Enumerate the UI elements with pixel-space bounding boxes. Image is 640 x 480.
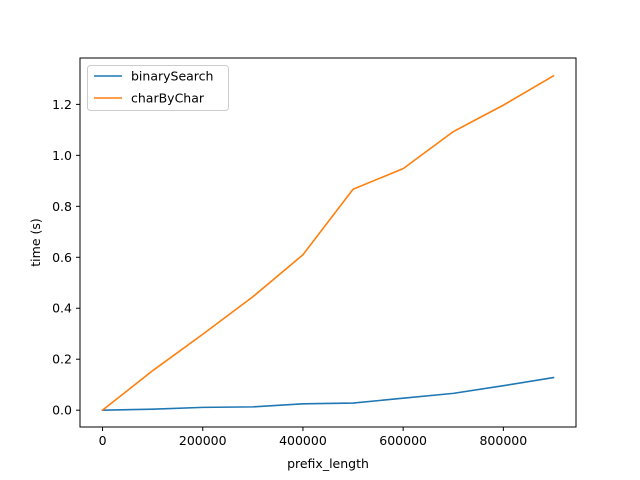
y-tick-label: 0.6 <box>52 250 72 265</box>
legend-label: binarySearch <box>131 69 213 84</box>
y-tick-label: 1.0 <box>52 148 72 163</box>
x-tick-label: 200000 <box>179 433 227 448</box>
plot-layer <box>101 74 555 412</box>
series-line-binarySearch <box>101 376 555 411</box>
y-tick-label: 0.0 <box>52 403 72 418</box>
x-tick-label: 400000 <box>279 433 327 448</box>
x-tick-label: 800000 <box>479 433 527 448</box>
legend-box <box>87 65 229 111</box>
y-tick-label: 1.2 <box>52 97 72 112</box>
x-axis-label: prefix_length <box>287 456 369 471</box>
series-line-charByChar <box>101 74 555 412</box>
y-axis-label: time (s) <box>28 218 43 266</box>
x-tick-label: 0 <box>99 433 107 448</box>
y-tick-label: 0.8 <box>52 199 72 214</box>
ticks-layer: 0 200000 400000 600000 800000 0.0 0.2 0.4 0.6 0.8… <box>52 97 527 448</box>
axes-frame <box>79 57 577 428</box>
legend: binarySearch charByChar <box>87 65 229 111</box>
x-tick-label: 600000 <box>379 433 427 448</box>
y-tick-label: 0.2 <box>52 352 72 367</box>
y-tick-label: 0.4 <box>52 301 72 316</box>
legend-label: charByChar <box>131 91 205 106</box>
